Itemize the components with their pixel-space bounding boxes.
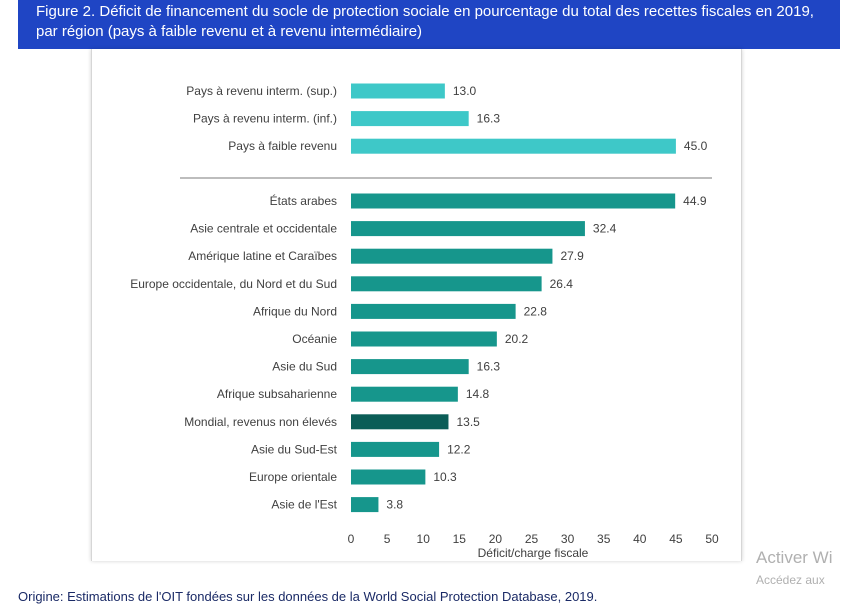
data-label-mondial-revenus-non-eleves: 13.5: [456, 415, 480, 429]
category-label-pays-a-faible-revenu: Pays à faible revenu: [228, 139, 337, 153]
category-label-mondial-revenus-non-eleves: Mondial, revenus non élevés: [184, 415, 337, 429]
category-label-pays-a-revenu-interm-sup: Pays à revenu interm. (sup.): [186, 84, 337, 98]
data-label-afrique-subsaharienne: 14.8: [466, 387, 490, 401]
category-label-amerique-latine-et-caraibes: Amérique latine et Caraïbes: [188, 249, 337, 263]
bar-asie-centrale-et-occidentale: [351, 221, 585, 237]
data-label-afrique-du-nord: 22.8: [524, 304, 548, 318]
x-tick-label-0: 0: [348, 532, 355, 546]
x-tick-label-5: 5: [384, 532, 391, 546]
data-label-asie-centrale-et-occidentale: 32.4: [593, 222, 617, 236]
x-tick-label-25: 25: [525, 532, 539, 546]
bar-pays-a-revenu-interm-sup: [351, 83, 445, 99]
category-label-asie-du-sud-est: Asie du Sud-Est: [251, 442, 338, 456]
category-label-asie-de-l-est: Asie de l'Est: [271, 498, 337, 512]
bar-asie-du-sud: [351, 359, 469, 375]
data-label-asie-de-l-est: 3.8: [386, 498, 403, 512]
bar-europe-occidentale-du-nord-et-du-sud: [351, 276, 542, 292]
category-label-etats-arabes: États arabes: [270, 193, 337, 208]
category-label-oceanie: Océanie: [292, 332, 337, 346]
category-label-asie-centrale-et-occidentale: Asie centrale et occidentale: [190, 222, 337, 236]
bar-afrique-subsaharienne: [351, 386, 458, 402]
bar-asie-du-sud-est: [351, 441, 440, 457]
x-axis-label: Déficit/charge fiscale: [478, 546, 589, 560]
data-label-amerique-latine-et-caraibes: 27.9: [560, 249, 584, 263]
data-label-asie-du-sud-est: 12.2: [447, 442, 471, 456]
category-label-asie-du-sud: Asie du Sud: [272, 360, 337, 374]
x-tick-label-10: 10: [417, 532, 431, 546]
bar-europe-orientale: [351, 469, 426, 485]
activation-watermark: Activer Wi: [756, 548, 833, 567]
x-tick-label-40: 40: [633, 532, 647, 546]
bar-mondial-revenus-non-eleves: [351, 414, 449, 430]
x-tick-label-45: 45: [669, 532, 683, 546]
data-label-pays-a-revenu-interm-inf: 16.3: [477, 112, 501, 126]
activation-watermark-sub: Accédez aux: [756, 573, 825, 587]
bar-oceanie: [351, 331, 497, 347]
chart-panel: Pays à revenu interm. (sup.) 13.0 Pays à r…: [91, 49, 742, 561]
x-tick-label-35: 35: [597, 532, 611, 546]
data-label-europe-orientale: 10.3: [433, 470, 457, 484]
bar-pays-a-faible-revenu: [351, 138, 676, 154]
bar-asie-de-l-est: [351, 497, 379, 513]
x-tick-label-50: 50: [705, 532, 719, 546]
data-label-pays-a-revenu-interm-sup: 13.0: [453, 84, 477, 98]
category-label-afrique-subsaharienne: Afrique subsaharienne: [217, 387, 337, 401]
bar-chart: Pays à revenu interm. (sup.) 13.0 Pays à r…: [130, 83, 719, 560]
data-label-etats-arabes: 44.9: [683, 194, 707, 208]
source-note: Origine: Estimations de l'OIT fondées su…: [18, 589, 598, 604]
data-label-asie-du-sud: 16.3: [477, 360, 501, 374]
figure-title-banner: Figure 2. Déficit de financement du socl…: [18, 0, 840, 49]
data-label-oceanie: 20.2: [505, 332, 529, 346]
x-tick-label-20: 20: [489, 532, 503, 546]
x-tick-label-15: 15: [453, 532, 467, 546]
bar-etats-arabes: [351, 193, 676, 209]
bar-amerique-latine-et-caraibes: [351, 248, 553, 264]
figure-title: Figure 2. Déficit de financement du socl…: [36, 3, 814, 40]
category-label-afrique-du-nord: Afrique du Nord: [253, 304, 337, 318]
data-label-pays-a-faible-revenu: 45.0: [684, 139, 708, 153]
category-label-europe-orientale: Europe orientale: [249, 470, 337, 484]
x-tick-label-30: 30: [561, 532, 575, 546]
bar-pays-a-revenu-interm-inf: [351, 111, 469, 127]
data-label-europe-occidentale-du-nord-et-du-sud: 26.4: [550, 277, 574, 291]
category-label-pays-a-revenu-interm-inf: Pays à revenu interm. (inf.): [193, 112, 337, 126]
bar-afrique-du-nord: [351, 303, 516, 319]
category-label-europe-occidentale-du-nord-et-du-sud: Europe occidentale, du Nord et du Sud: [130, 277, 337, 291]
